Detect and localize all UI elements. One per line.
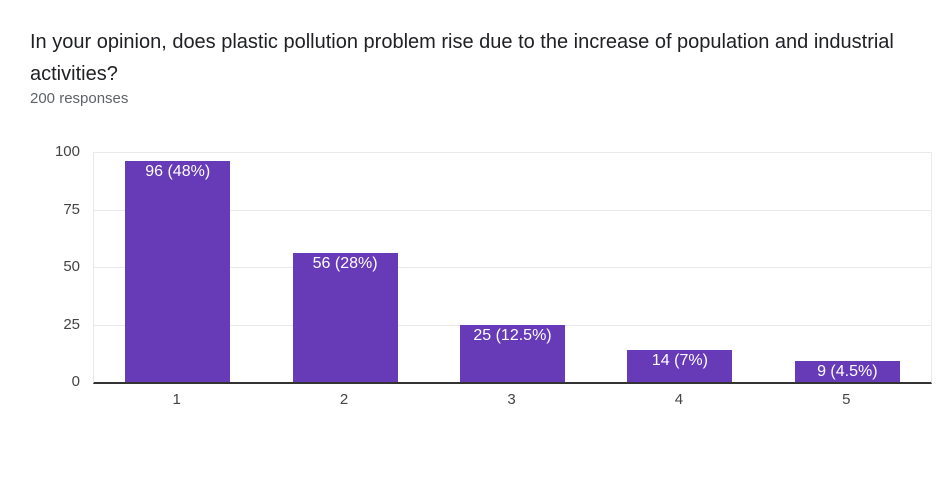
bar-value-label: 14 (7%) [651,351,708,369]
bar[interactable]: 9 (4.5%) [794,361,900,382]
x-tick-label: 1 [172,391,181,408]
bar[interactable]: 14 (7%) [627,349,733,382]
gridline [94,209,931,211]
responses-count: 200 responses [30,90,129,107]
x-tick-label: 5 [842,391,851,408]
bar[interactable]: 96 (48%) [125,161,231,382]
bar-value-label: 96 (48%) [145,163,211,181]
y-tick-label: 25 [63,315,80,333]
bar-value-label: 56 (28%) [312,255,378,273]
bar-value-label: 25 (12.5%) [473,326,552,344]
x-tick-label: 3 [507,391,516,408]
bar[interactable]: 25 (12.5%) [460,324,565,382]
plot-area: 96 (48%) 56 (28%) 25 (12.5%) 14 (7%) 9 (4.5%… [93,152,932,384]
bar[interactable]: 56 (28%) [292,253,398,382]
y-tick-label: 75 [63,200,80,218]
y-tick-label: 100 [54,143,80,160]
bar-value-label: 9 (4.5%) [817,363,878,381]
gridline [94,152,931,153]
x-tick-label: 4 [674,391,684,408]
y-tick-label: 0 [71,373,80,390]
x-tick-label: 2 [339,391,349,408]
y-tick-label: 50 [63,258,80,275]
gridline [94,267,931,268]
question-title: In your opinion, does plastic pollution … [30,31,894,85]
